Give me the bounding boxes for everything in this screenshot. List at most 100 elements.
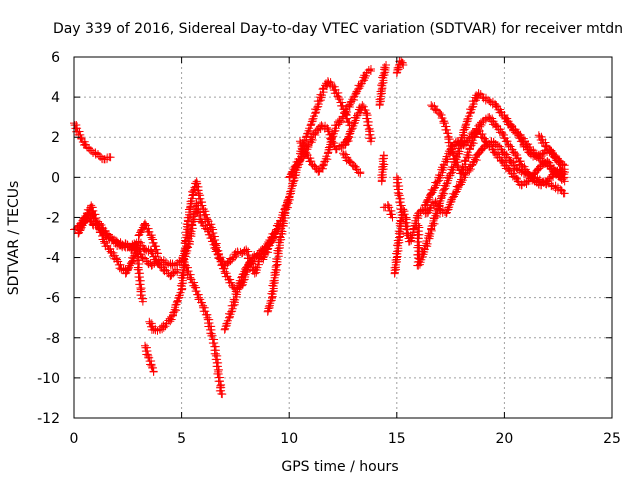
series-arc-10 bbox=[220, 233, 276, 334]
plus-marker bbox=[98, 235, 107, 244]
y-tick-label: -4 bbox=[46, 251, 60, 267]
plus-marker bbox=[121, 239, 130, 248]
x-tick-label: 15 bbox=[388, 431, 406, 447]
plus-marker bbox=[87, 201, 96, 210]
plus-marker bbox=[151, 242, 160, 251]
x-tick-label: 10 bbox=[280, 431, 298, 447]
plus-marker bbox=[513, 150, 522, 159]
series-arc-6 bbox=[134, 219, 162, 258]
data-markers bbox=[70, 57, 569, 399]
plus-marker bbox=[504, 165, 513, 174]
plus-marker bbox=[264, 238, 273, 247]
plus-marker bbox=[245, 258, 254, 267]
plus-marker bbox=[98, 231, 107, 240]
plus-marker bbox=[196, 217, 205, 226]
y-tick-label: -8 bbox=[46, 331, 60, 347]
plus-marker bbox=[478, 133, 487, 142]
plus-marker bbox=[466, 162, 475, 171]
y-tick-label: 2 bbox=[51, 130, 60, 146]
plus-marker bbox=[181, 261, 190, 270]
plus-marker bbox=[397, 217, 406, 226]
y-tick-label: 0 bbox=[51, 170, 60, 186]
x-tick-label: 5 bbox=[177, 431, 186, 447]
plus-marker bbox=[202, 210, 211, 219]
plus-marker bbox=[276, 233, 285, 242]
plus-marker bbox=[451, 154, 460, 163]
plus-marker bbox=[148, 363, 157, 372]
plus-marker bbox=[141, 221, 150, 230]
plus-marker bbox=[473, 150, 482, 159]
plus-marker bbox=[349, 161, 358, 170]
plus-marker bbox=[106, 153, 115, 162]
plus-marker bbox=[541, 141, 550, 150]
plus-marker bbox=[491, 101, 500, 110]
plus-marker bbox=[453, 137, 462, 146]
plus-marker bbox=[167, 312, 176, 321]
plus-marker bbox=[440, 117, 449, 126]
plus-marker bbox=[323, 123, 332, 132]
plus-marker bbox=[448, 149, 457, 158]
plus-marker bbox=[153, 249, 162, 258]
plus-marker bbox=[498, 129, 507, 138]
plus-marker bbox=[242, 245, 251, 254]
plus-marker bbox=[460, 137, 469, 146]
plus-marker bbox=[405, 237, 414, 246]
plus-marker bbox=[435, 109, 444, 118]
plus-marker bbox=[244, 247, 253, 256]
plus-marker bbox=[397, 205, 406, 214]
plus-marker bbox=[457, 169, 466, 178]
plus-marker bbox=[366, 65, 375, 74]
plus-marker bbox=[356, 169, 365, 178]
series-arc-11 bbox=[263, 77, 354, 316]
plus-marker bbox=[302, 150, 311, 159]
plus-marker bbox=[212, 241, 221, 250]
series-arc-17 bbox=[377, 151, 389, 186]
plus-marker bbox=[201, 307, 210, 316]
plus-marker bbox=[90, 210, 99, 219]
series-arc-16 bbox=[379, 201, 397, 222]
plus-marker bbox=[558, 159, 567, 168]
x-tick-label: 25 bbox=[603, 431, 621, 447]
series-arc-14 bbox=[341, 101, 376, 150]
chart-title: Day 339 of 2016, Sidereal Day-to-day VTE… bbox=[53, 21, 623, 37]
plus-marker bbox=[173, 265, 182, 274]
plus-marker bbox=[475, 126, 484, 135]
plus-marker bbox=[173, 297, 182, 306]
plus-marker bbox=[203, 217, 212, 226]
plus-marker bbox=[556, 185, 565, 194]
plus-marker bbox=[190, 281, 199, 290]
plus-marker bbox=[511, 173, 520, 182]
axis-ticks bbox=[73, 56, 613, 419]
plus-marker bbox=[560, 161, 569, 170]
plus-marker bbox=[461, 121, 470, 130]
series-arc-21 bbox=[392, 173, 406, 214]
y-tick-label: -10 bbox=[37, 371, 60, 387]
plus-marker bbox=[318, 162, 327, 171]
series-arc-19 bbox=[392, 57, 408, 78]
plus-marker bbox=[506, 121, 515, 130]
y-tick-label: 4 bbox=[51, 90, 60, 106]
plus-marker bbox=[75, 127, 84, 136]
plus-marker bbox=[217, 389, 226, 398]
plus-marker bbox=[447, 145, 456, 154]
plus-marker bbox=[201, 207, 210, 216]
plus-marker bbox=[148, 235, 157, 244]
plus-marker bbox=[183, 263, 192, 272]
plus-marker bbox=[220, 325, 229, 334]
plus-marker bbox=[196, 295, 205, 304]
y-tick-label: 6 bbox=[51, 50, 60, 66]
plus-marker bbox=[514, 130, 523, 139]
plus-marker bbox=[144, 227, 153, 236]
plus-marker bbox=[436, 110, 445, 119]
series-arc-2 bbox=[70, 199, 283, 292]
plus-marker bbox=[547, 149, 556, 158]
series-arc-9 bbox=[181, 261, 227, 399]
plus-marker bbox=[113, 257, 122, 266]
plus-marker bbox=[450, 151, 459, 160]
plus-marker bbox=[94, 221, 103, 230]
plus-marker bbox=[334, 95, 343, 104]
plus-marker bbox=[379, 151, 388, 160]
series-arc-24 bbox=[427, 101, 569, 190]
plus-marker bbox=[95, 224, 104, 233]
